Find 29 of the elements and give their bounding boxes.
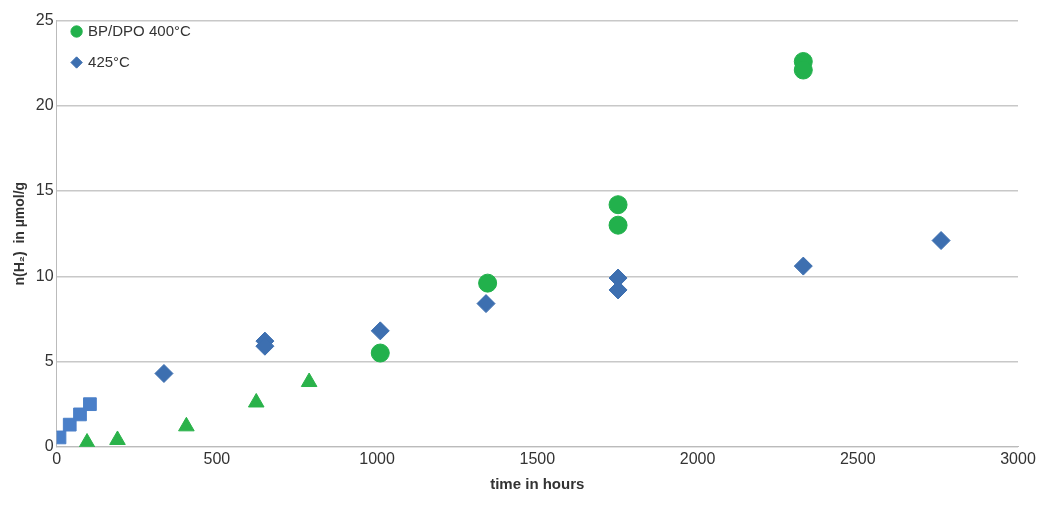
x-tick-label: 500 [203,449,231,467]
x-tick-label: 2000 [679,449,716,467]
point [608,215,628,235]
y-tick-label: 0 [44,437,54,455]
x-tick-label: 1500 [519,449,556,467]
point [608,195,628,215]
point [154,363,174,383]
x-axis-title: time in hours [490,475,585,493]
point [73,407,87,422]
x-tick-label: 1000 [359,449,395,467]
point [300,372,318,388]
point [370,343,390,363]
point [478,273,498,293]
point [793,256,813,276]
point [370,321,390,341]
y-tick-label: 10 [35,266,54,284]
legend-label: BP/DPO 400°C [88,21,191,39]
y-tick-label: 20 [35,96,54,114]
point [476,294,496,314]
y-axis-title: n(H₂) in µmol/g [11,181,28,286]
y-tick-label: 25 [35,11,54,29]
y-tick-label: 5 [44,351,54,369]
point [83,397,97,412]
x-tick-label: 3000 [1000,449,1036,467]
legend-label: 425°C [88,52,131,70]
point [931,231,951,251]
point [62,417,77,432]
x-tick-label: 2500 [839,449,876,467]
y-tick-label: 15 [35,181,54,199]
